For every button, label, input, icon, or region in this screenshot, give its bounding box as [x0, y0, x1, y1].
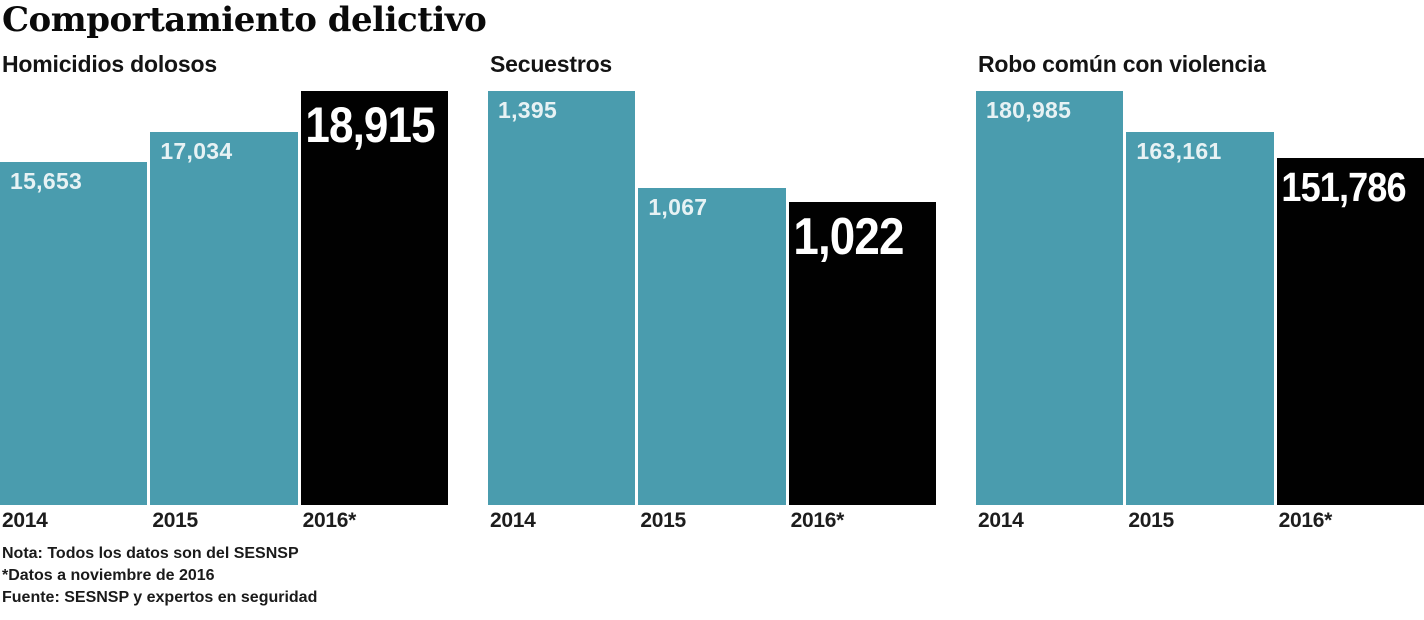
x-axis-homicidios: 2014 2015 2016* [0, 508, 448, 534]
footnote-datos: *Datos a noviembre de 2016 [2, 567, 215, 584]
bar-value-label: 1,022 [793, 208, 904, 266]
chart-section-secuestros: Secuestros 1,395 1,067 1,022 2014 2015 2016* [488, 0, 936, 540]
x-axis-label-2014: 2014 [490, 509, 536, 532]
x-axis-label-2015: 2015 [1128, 509, 1174, 532]
footnote-nota: Nota: Todos los datos son del SESNSP [2, 545, 299, 562]
bar-value-label: 17,034 [160, 138, 233, 164]
x-axis-label-2014: 2014 [978, 509, 1024, 532]
x-axis-label-2014: 2014 [2, 509, 48, 532]
chart-subtitle-robo: Robo común con violencia [978, 51, 1266, 77]
x-axis-label-2015: 2015 [640, 509, 686, 532]
chart-section-homicidios: Homicidios dolosos 15,653 17,034 18,915 20… [0, 0, 448, 540]
chart-section-robo: Robo común con violencia 180,985 163,161 1… [976, 0, 1424, 540]
footnote-fuente: Fuente: SESNSP y expertos en seguridad [2, 589, 318, 606]
x-axis-label-2016: 2016* [302, 509, 357, 532]
bar-2014: 180,985 [976, 91, 1124, 505]
bar-value-label: 163,161 [1136, 138, 1222, 164]
x-axis-label-2015: 2015 [152, 509, 198, 532]
footnotes: Nota: Todos los datos son del SESNSP *Da… [2, 543, 317, 609]
bar-2015: 163,161 [1126, 132, 1274, 505]
bar-value-label: 1,395 [498, 97, 558, 123]
bar-value-label: 1,067 [648, 194, 708, 220]
x-axis-secuestros: 2014 2015 2016* [488, 508, 936, 534]
bar-2015: 17,034 [150, 132, 298, 505]
chart-title: Comportamiento delictivo [2, 0, 487, 40]
x-axis-label-2016: 2016* [1278, 509, 1333, 532]
bar-value-label: 180,985 [986, 97, 1072, 123]
bar-value-label: 15,653 [10, 168, 83, 194]
bar-2016: 18,915 [300, 91, 448, 505]
bar-2014: 15,653 [0, 162, 148, 505]
bar-2014: 1,395 [488, 91, 636, 505]
plot-area-homicidios: 15,653 17,034 18,915 [0, 90, 448, 505]
bar-2016: 1,022 [788, 202, 936, 505]
bar-2016: 151,786 [1276, 158, 1424, 505]
chart-subtitle-homicidios: Homicidios dolosos [2, 51, 217, 77]
x-axis-robo: 2014 2015 2016* [976, 508, 1424, 534]
plot-area-secuestros: 1,395 1,067 1,022 [488, 90, 936, 505]
plot-area-robo: 180,985 163,161 151,786 [976, 90, 1424, 505]
x-axis-label-2016: 2016* [790, 509, 845, 532]
chart-subtitle-secuestros: Secuestros [490, 51, 613, 77]
bar-2015: 1,067 [638, 188, 786, 505]
bar-value-label: 151,786 [1281, 164, 1406, 210]
bar-value-label: 18,915 [305, 97, 435, 153]
